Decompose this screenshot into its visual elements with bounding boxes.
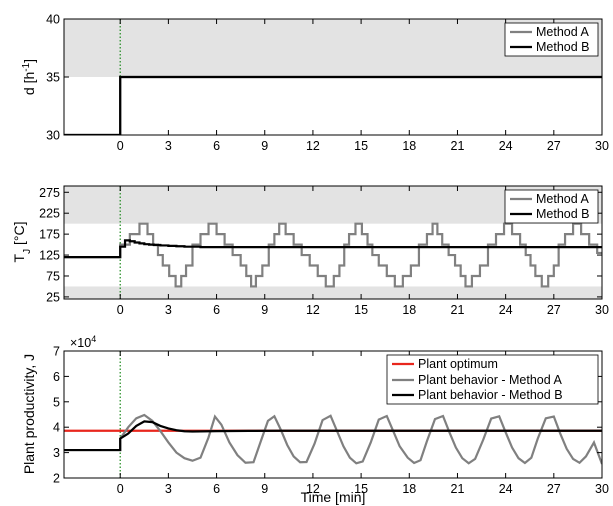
axes-frame (63, 350, 603, 479)
legend-label-method-a: Method A (536, 25, 589, 39)
y-tick-label: 225 (39, 207, 60, 221)
x-tick-label: 6 (213, 139, 220, 153)
x-tick-label: 12 (306, 303, 320, 317)
x-tick-label: 24 (499, 139, 513, 153)
x-tick-label: 30 (595, 139, 609, 153)
y-axis-label: TJ [°C] (11, 222, 33, 263)
x-axis-label: Time [min] (301, 489, 366, 505)
x-tick-label: 3 (165, 139, 172, 153)
x-tick-label: 24 (499, 482, 513, 496)
x-tick-label: 0 (117, 482, 124, 496)
x-tick-label: 9 (261, 139, 268, 153)
series-line-plant-behavior-method-a (64, 413, 602, 465)
x-tick-label: 18 (402, 303, 416, 317)
x-tick-label: 21 (451, 482, 465, 496)
y-tick-label: 6 (53, 370, 60, 384)
x-tick-label: 3 (165, 303, 172, 317)
x-tick-label: 24 (499, 303, 513, 317)
x-tick-label: 27 (547, 303, 561, 317)
legend-label-method-b: Method B (536, 40, 590, 54)
x-tick-label: 9 (261, 303, 268, 317)
y-tick-label: 2 (53, 472, 60, 486)
x-tick-label: 15 (354, 482, 368, 496)
y-tick-label: 125 (39, 249, 60, 263)
x-tick-label: 0 (117, 303, 124, 317)
legend: Plant optimum Plant behavior - Method A … (386, 354, 599, 405)
series-line-method-b (64, 75, 602, 135)
series-line-plant-behavior-method-b (64, 420, 602, 452)
series-line-method-b (64, 239, 602, 259)
series-line-method-a (64, 222, 602, 288)
x-tick-label: 30 (595, 303, 609, 317)
y-exponent-label: ×104 (70, 334, 96, 350)
axes-frame (63, 185, 603, 300)
y-tick-label: 7 (53, 345, 60, 359)
x-tick-label: 18 (402, 482, 416, 496)
y-tick-label: 40 (46, 13, 60, 27)
x-tick-label: 21 (451, 303, 465, 317)
y-tick-label: 5 (53, 395, 60, 409)
legend-label-plant-optimum: Plant optimum (418, 357, 498, 371)
legend: Method A Method B (504, 189, 599, 224)
y-tick-label: 25 (46, 290, 60, 304)
x-tick-label: 0 (117, 139, 124, 153)
y-axis-label: Plant productivity, J (21, 354, 37, 474)
legend: Method A Method B (504, 22, 599, 57)
panel-dilution-rate: 30 35 40 0 3 6 9 12 15 18 21 24 27 30 d [h-1] Method… (21, 13, 609, 154)
legend-label-method-b: Method B (536, 207, 590, 221)
y-tick-label: 30 (46, 129, 60, 143)
y-tick-label: 275 (39, 186, 60, 200)
constraint-band-rect (64, 286, 602, 299)
x-tick-label: 3 (165, 482, 172, 496)
legend-label-method-b: Plant behavior - Method B (418, 388, 563, 402)
y-tick-label: 4 (53, 421, 60, 435)
x-tick-label: 6 (213, 482, 220, 496)
y-tick-label: 35 (46, 71, 60, 85)
legend-label-method-a: Plant behavior - Method A (418, 373, 562, 387)
x-tick-label: 15 (354, 303, 368, 317)
x-tick-label: 21 (451, 139, 465, 153)
x-tick-label: 27 (547, 482, 561, 496)
y-axis-label: d [h-1] (21, 59, 38, 95)
x-tick-label: 12 (306, 139, 320, 153)
y-tick-label: 175 (39, 228, 60, 242)
y-tick-label: 3 (53, 446, 60, 460)
x-tick-label: 30 (595, 482, 609, 496)
x-tick-label: 9 (261, 482, 268, 496)
x-tick-label: 6 (213, 303, 220, 317)
x-tick-label: 15 (354, 139, 368, 153)
panel-jacket-temperature: 25 75 125 175 225 275 0 3 6 9 12 15 18 21 24 27 30 TJ [… (11, 185, 609, 317)
x-tick-label: 18 (402, 139, 416, 153)
y-tick-label: 75 (46, 269, 60, 283)
x-tick-label: 27 (547, 139, 561, 153)
legend-label-method-a: Method A (536, 192, 589, 206)
panel-plant-productivity: 2 3 4 5 6 7 0 3 6 9 12 15 18 21 24 27 30 ×104 Plant pro… (21, 334, 609, 505)
x-tick-label: 12 (306, 482, 320, 496)
